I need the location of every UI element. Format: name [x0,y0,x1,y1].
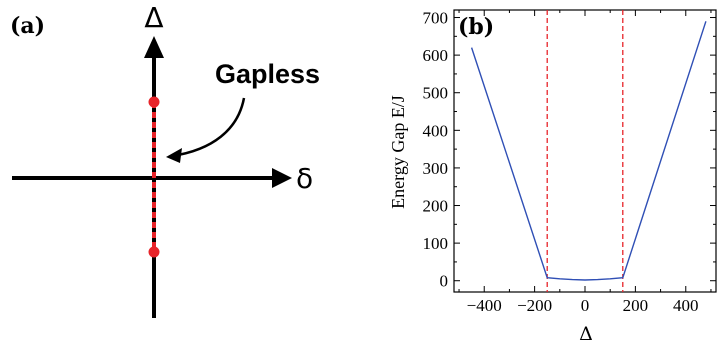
gapless-arrow-line [171,97,246,158]
y-tick-label: 200 [423,197,449,216]
plot-area-frame [453,9,717,293]
gapless-upper-endpoint [148,96,160,108]
y-axis-label: Energy Gap E/J [388,95,408,209]
gapless-lower-endpoint [148,246,160,258]
gapless-annotation: Gapless [215,59,320,89]
gapless-arrow-head [166,148,182,163]
x-tick-label: 200 [623,296,649,315]
panel-b-chart: −400 −200 0 200 400 0 100 200 300 400 500 600 700 (… [388,9,717,345]
y-tick-label: 400 [423,121,449,140]
small-delta-axis-symbol: δ [296,162,313,195]
critical-lines [546,10,624,292]
y-tick-label: 0 [440,272,449,291]
series-layer [470,21,707,281]
y-tick-label: 500 [423,84,449,103]
y-tick-label: 600 [423,46,449,65]
delta-axis-arrowhead [144,36,164,58]
y-tick-label: 100 [423,234,449,253]
x-tick-label: −400 [467,296,502,315]
panel-a-label: (a) [10,13,45,39]
right-axis-ticks [710,17,716,282]
panel-a: (a) Δ δ Gapless [10,1,320,318]
x-tick-label: 0 [581,296,590,315]
x-axis-label: Δ [579,323,593,345]
y-tick-label: 300 [423,159,449,178]
x-tick-label: 400 [673,296,699,315]
x-axis-ticks: −400 −200 0 200 400 [458,10,712,315]
energy-gap-line [470,21,707,281]
x-tick-label: −200 [517,296,552,315]
delta-axis-symbol: Δ [144,1,163,34]
y-tick-label: 700 [423,9,449,28]
panel-b-label: (b) [458,14,494,40]
y-axis-ticks: 0 100 200 300 400 500 600 700 [423,9,460,291]
small-delta-axis-arrowhead [272,168,292,188]
